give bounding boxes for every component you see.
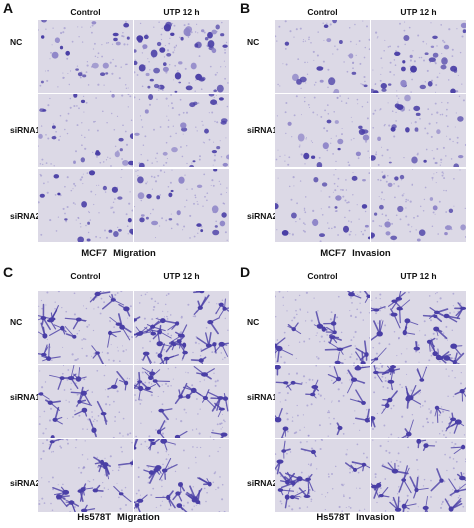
micrograph-sirna2-utp: [371, 169, 466, 242]
micrograph-sirna1-control: [275, 365, 370, 438]
micrograph-texture: [38, 291, 133, 364]
column-header-utp: UTP 12 h: [163, 271, 200, 281]
cell-line-label: Hs578T: [77, 512, 112, 523]
micrograph-texture: [134, 21, 229, 93]
micrograph-sirna1-utp: [371, 94, 466, 167]
assay-label: Invasion: [352, 248, 391, 259]
micrograph-nc-control: [275, 291, 370, 364]
micrograph-texture: [275, 439, 370, 512]
micrograph-sirna2-utp: [371, 439, 466, 512]
micrograph-texture: [371, 169, 466, 242]
micrograph-sirna2-utp: [134, 439, 229, 512]
micrograph-sirna1-control: [38, 94, 133, 167]
micrograph-sirna1-control: [275, 94, 370, 167]
micrograph-texture: [275, 95, 370, 167]
row-label-nc: NC: [247, 317, 260, 327]
panel-a: A Control UTP 12 h NC siRNA1 siRNA2 MCF7…: [0, 0, 237, 264]
micrograph-nc-utp: [371, 291, 466, 364]
column-header-utp: UTP 12 h: [400, 271, 437, 281]
micrograph-nc-utp: [371, 20, 466, 93]
panel-label: D: [240, 264, 251, 280]
micrograph-nc-utp: [134, 20, 229, 93]
micrograph-texture: [38, 439, 133, 512]
micrograph-texture: [275, 20, 370, 93]
row-label-sirna2: siRNA2: [10, 211, 41, 221]
assay-label: Migration: [117, 512, 160, 523]
micrograph-texture: [275, 291, 370, 364]
cell-line-label: Hs578T: [316, 512, 351, 523]
column-header-control: Control: [307, 7, 338, 17]
cell-line-label: MCF7: [320, 248, 347, 259]
column-header-control: Control: [307, 271, 338, 281]
cell-line-label: MCF7: [81, 248, 108, 259]
column-header-utp: UTP 12 h: [163, 7, 200, 17]
micrograph-texture: [38, 20, 130, 93]
panel-d: D Control UTP 12 h NC siRNA1 siRNA2 Hs57…: [237, 264, 474, 528]
panel-caption: Hs578T Invasion: [237, 512, 474, 523]
column-header-utp: UTP 12 h: [400, 7, 437, 17]
panel-label: B: [240, 0, 251, 16]
micrograph-sirna2-control: [38, 169, 133, 242]
micrograph-texture: [371, 94, 466, 167]
panel-b: B Control UTP 12 h NC siRNA1 siRNA2 MCF7…: [237, 0, 474, 264]
micrograph-texture: [134, 291, 229, 364]
panel-caption: Hs578T Migration: [0, 512, 237, 523]
micrograph-sirna1-control: [38, 365, 133, 438]
row-label-nc: NC: [10, 37, 23, 47]
assay-label: Migration: [113, 248, 156, 259]
micrograph-nc-control: [275, 20, 370, 93]
micrograph-texture: [38, 365, 132, 438]
micrograph-texture: [134, 439, 226, 512]
micrograph-nc-control: [38, 20, 133, 93]
panel-caption: MCF7 Invasion: [237, 248, 474, 259]
panel-c: C Control UTP 12 h NC siRNA1 siRNA2 Hs57…: [0, 264, 237, 528]
row-label-sirna1: siRNA1: [247, 392, 278, 402]
panel-label: A: [3, 0, 14, 16]
panel-label: C: [3, 264, 14, 280]
micrograph-sirna2-control: [275, 169, 370, 242]
panel-caption: MCF7 Migration: [0, 248, 237, 259]
micrograph-texture: [371, 21, 466, 93]
micrograph-sirna2-utp: [134, 169, 229, 242]
micrograph-nc-control: [38, 291, 133, 364]
micrograph-texture: [134, 169, 228, 241]
micrograph-sirna2-control: [38, 439, 133, 512]
micrograph-texture: [38, 94, 133, 167]
row-label-nc: NC: [247, 37, 260, 47]
row-label-sirna2: siRNA2: [247, 211, 278, 221]
micrograph-texture: [371, 291, 466, 364]
micrograph-texture: [275, 169, 370, 242]
micrograph-nc-utp: [134, 291, 229, 364]
row-label-sirna1: siRNA1: [247, 125, 278, 135]
micrograph-sirna1-utp: [134, 94, 229, 167]
micrograph-texture: [275, 365, 370, 438]
row-label-sirna1: siRNA1: [10, 392, 41, 402]
column-header-control: Control: [70, 7, 101, 17]
micrograph-texture: [371, 439, 466, 512]
column-header-control: Control: [70, 271, 101, 281]
micrograph-sirna1-utp: [371, 365, 466, 438]
row-label-sirna1: siRNA1: [10, 125, 41, 135]
micrograph-sirna1-utp: [134, 365, 229, 438]
micrograph-texture: [134, 94, 229, 167]
assay-label: Invasion: [356, 512, 395, 523]
micrograph-texture: [134, 366, 229, 438]
micrograph-texture: [38, 169, 133, 242]
row-label-nc: NC: [10, 317, 23, 327]
micrograph-sirna2-control: [275, 439, 370, 512]
row-label-sirna2: siRNA2: [247, 478, 278, 488]
micrograph-texture: [371, 365, 466, 438]
row-label-sirna2: siRNA2: [10, 478, 41, 488]
